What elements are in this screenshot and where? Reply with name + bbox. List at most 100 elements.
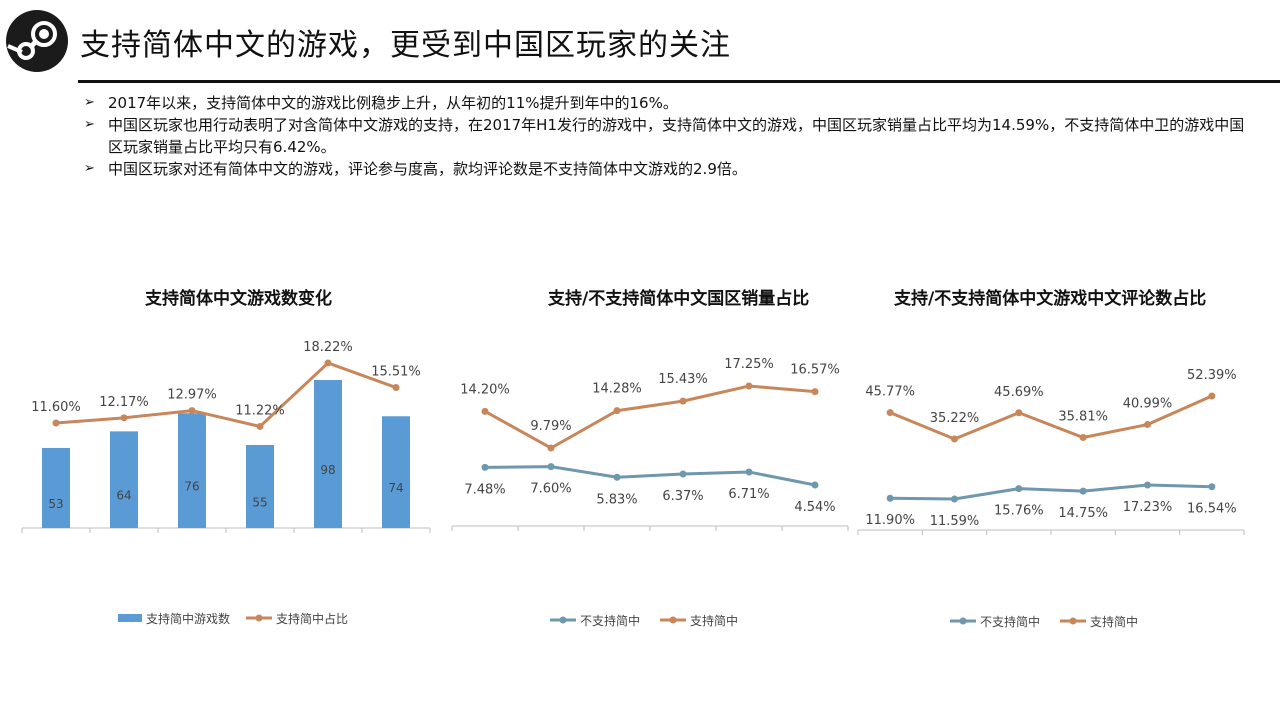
- line-data-label: 15.76%: [994, 504, 1044, 519]
- line-point: [256, 422, 264, 430]
- line-data-label: 6.37%: [662, 489, 703, 504]
- bar: [382, 416, 410, 528]
- line-point: [52, 419, 60, 427]
- bar-data-label: 64: [116, 489, 131, 503]
- line-data-label: 35.81%: [1058, 410, 1108, 425]
- legend-swatch-marker: [669, 616, 677, 624]
- bar: [178, 413, 206, 528]
- legend-label: 支持简中游戏数: [146, 611, 230, 626]
- line-data-label: 7.60%: [530, 482, 571, 497]
- line-data-label: 5.83%: [596, 492, 637, 507]
- line-point: [886, 409, 894, 417]
- line-point: [324, 359, 332, 367]
- legend-label: 不支持简中: [980, 614, 1040, 629]
- bullet-text: 中国区玩家也用行动表明了对含简体中文游戏的支持，在2017年H1发行的游戏中，支…: [108, 116, 1245, 156]
- bar: [42, 447, 70, 528]
- line-data-label: 11.90%: [865, 513, 915, 528]
- line-point: [679, 470, 687, 478]
- series-line: [890, 483, 1212, 501]
- bar-data-label: 55: [252, 495, 267, 509]
- line-point: [392, 384, 400, 392]
- bullet-text: 2017年以来，支持简体中文的游戏比例稳步上升，从年初的11%提升到年中的16%…: [108, 94, 678, 112]
- bullet-text: 中国区玩家对还有简体中文的游戏，评论参与度高，款均评论数是不支持简体中文游戏的2…: [108, 160, 747, 178]
- line-point: [481, 407, 489, 415]
- line-point: [951, 495, 958, 503]
- line-data-label: 11.59%: [930, 514, 980, 529]
- bullet-item: ➢ 中国区玩家也用行动表明了对含简体中文游戏的支持，在2017年H1发行的游戏中…: [82, 114, 1252, 158]
- line-data-label: 4.54%: [794, 500, 835, 515]
- line-data-label: 45.77%: [865, 385, 915, 400]
- line-data-label: 6.71%: [728, 487, 769, 502]
- arrow-bullet-icon: ➢: [84, 161, 95, 176]
- legend-label: 支持简中: [1090, 614, 1138, 629]
- line-point: [951, 435, 958, 443]
- line-point: [1208, 483, 1216, 491]
- arrow-bullet-icon: ➢: [84, 117, 95, 132]
- line-point: [1015, 409, 1023, 417]
- line-point: [1079, 434, 1087, 442]
- line-data-label: 11.60%: [31, 400, 81, 415]
- legend-label: 不支持简中: [580, 613, 640, 628]
- legend-swatch-marker: [559, 616, 567, 624]
- line-data-label: 11.22%: [235, 403, 285, 418]
- line-data-label: 9.79%: [530, 419, 571, 434]
- chart-title-games-count: 支持简体中文游戏数变化: [145, 289, 332, 309]
- legend-label: 支持简中占比: [276, 611, 348, 626]
- steam-logo-icon: [6, 10, 68, 72]
- line-point: [1208, 392, 1216, 400]
- line-point: [745, 468, 753, 476]
- line-point: [811, 388, 819, 396]
- bar: [246, 444, 274, 528]
- line-data-label: 16.54%: [1187, 502, 1237, 517]
- line-point: [1079, 487, 1087, 495]
- series-line: [484, 465, 816, 487]
- line-data-label: 17.23%: [1123, 500, 1173, 515]
- line-point: [547, 463, 555, 471]
- line-point: [1144, 481, 1151, 489]
- chart-title-sales-share: 支持/不支持简体中文国区销量占比: [548, 289, 810, 309]
- bullet-item: ➢ 2017年以来，支持简体中文的游戏比例稳步上升，从年初的11%提升到年中的1…: [82, 92, 1252, 114]
- bullet-list: ➢ 2017年以来，支持简体中文的游戏比例稳步上升，从年初的11%提升到年中的1…: [82, 92, 1252, 180]
- line-data-label: 15.51%: [371, 365, 421, 380]
- line-point: [886, 494, 894, 502]
- bar-data-label: 76: [184, 480, 199, 494]
- series-line: [889, 394, 1213, 441]
- line-data-label: 12.17%: [99, 395, 149, 410]
- line-point: [547, 444, 555, 452]
- line-point: [481, 463, 489, 471]
- line-point: [120, 414, 128, 422]
- bullet-item: ➢ 中国区玩家对还有简体中文的游戏，评论参与度高，款均评论数是不支持简体中文游戏…: [82, 158, 1252, 180]
- line-data-label: 7.48%: [464, 482, 505, 497]
- line-data-label: 14.28%: [592, 382, 642, 397]
- line-data-label: 35.22%: [930, 411, 980, 426]
- arrow-bullet-icon: ➢: [84, 95, 95, 110]
- series-line: [484, 384, 816, 450]
- line-data-label: 14.75%: [1058, 506, 1108, 521]
- line-point: [1015, 485, 1023, 493]
- line-point: [188, 407, 196, 415]
- line-point: [745, 382, 753, 390]
- legend-swatch-marker: [255, 614, 263, 622]
- series-line-support-share: [55, 361, 397, 429]
- bar-data-label: 74: [388, 481, 403, 495]
- bar: [110, 431, 138, 528]
- line-data-label: 15.43%: [658, 372, 708, 387]
- legend-swatch-marker: [959, 617, 967, 625]
- line-point: [811, 481, 819, 489]
- line-point: [1144, 421, 1151, 429]
- line-point: [679, 397, 687, 405]
- line-point: [613, 407, 621, 415]
- legend-swatch-bar: [118, 614, 142, 622]
- line-point: [613, 473, 621, 481]
- line-data-label: 40.99%: [1123, 397, 1173, 412]
- legend-label: 支持简中: [690, 613, 738, 628]
- chart-title-review-share: 支持/不支持简体中文游戏中文评论数占比: [894, 289, 1207, 309]
- legend-swatch-marker: [1069, 617, 1077, 625]
- line-data-label: 52.39%: [1187, 368, 1237, 383]
- line-data-label: 18.22%: [303, 340, 353, 355]
- line-data-label: 17.25%: [724, 357, 774, 372]
- page-title: 支持简体中文的游戏，更受到中国区玩家的关注: [80, 28, 731, 63]
- line-data-label: 45.69%: [994, 385, 1044, 400]
- bar: [314, 380, 342, 528]
- bar-data-label: 98: [320, 463, 335, 477]
